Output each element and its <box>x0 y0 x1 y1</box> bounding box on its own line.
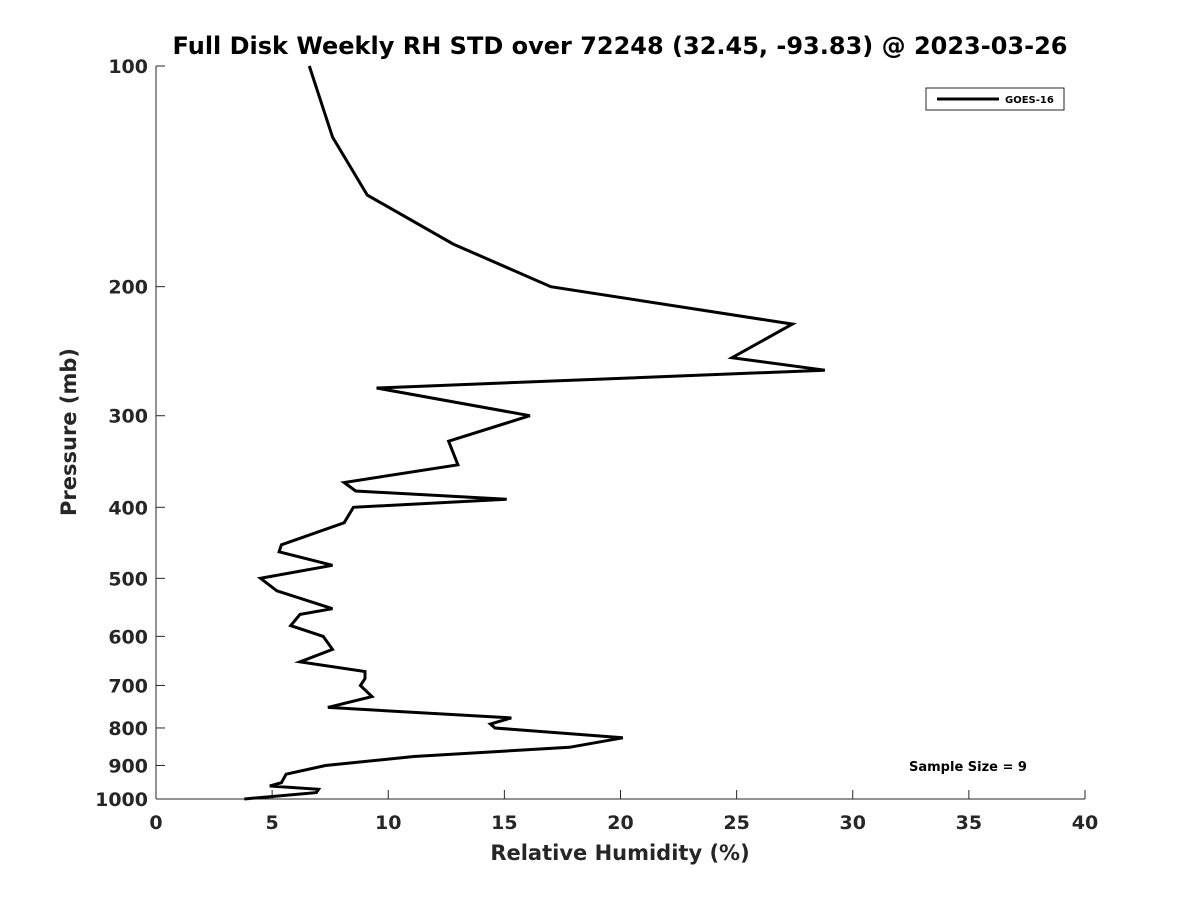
y-tick-label: 800 <box>108 718 148 740</box>
legend: GOES-16 <box>925 87 1065 111</box>
y-tick-label: 600 <box>108 626 148 648</box>
x-axis-ticks: 0 5 10 15 20 25 30 35 40 <box>149 790 1098 834</box>
y-axis-ticks: 100 200 300 400 500 600 700 800 900 1000 <box>95 56 165 811</box>
x-tick-label: 10 <box>375 812 401 834</box>
series-line-goes-16 <box>244 65 826 801</box>
y-tick-label: 100 <box>108 56 148 78</box>
x-tick-label: 30 <box>840 812 866 834</box>
y-axis-label: Pressure (mb) <box>57 348 81 516</box>
y-tick-label: 200 <box>108 277 148 299</box>
x-axis-label: Relative Humidity (%) <box>490 841 749 865</box>
y-tick-label: 1000 <box>95 789 148 811</box>
chart-title: Full Disk Weekly RH STD over 72248 (32.4… <box>173 32 1068 60</box>
y-tick-label: 400 <box>108 497 148 519</box>
x-tick-label: 20 <box>607 812 633 834</box>
x-tick-label: 35 <box>956 812 982 834</box>
x-tick-label: 15 <box>491 812 517 834</box>
y-tick-label: 300 <box>108 406 148 428</box>
x-tick-label: 0 <box>149 812 162 834</box>
y-tick-label: 500 <box>108 568 148 590</box>
series-group <box>244 65 826 801</box>
y-tick-label: 700 <box>108 675 148 697</box>
y-tick-label: 900 <box>108 755 148 777</box>
x-tick-label: 25 <box>723 812 749 834</box>
sample-size-annotation: Sample Size = 9 <box>909 760 1027 775</box>
x-tick-label: 5 <box>266 812 279 834</box>
legend-label-goes-16: GOES-16 <box>1005 95 1054 106</box>
x-tick-label: 40 <box>1072 812 1098 834</box>
